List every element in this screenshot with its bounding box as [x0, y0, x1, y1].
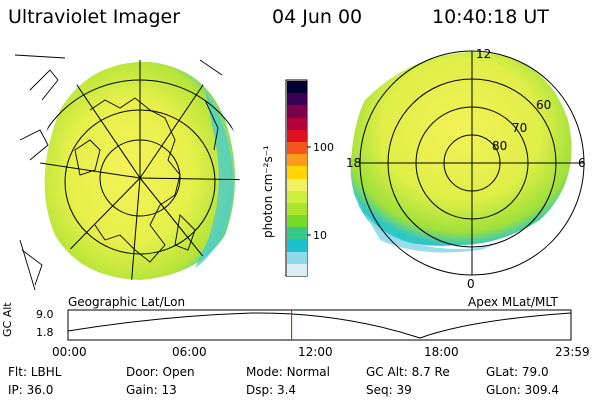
time-tick-1: 06:00: [172, 345, 207, 359]
colorbar-cell: [287, 239, 307, 252]
info-mode: Mode: Normal: [246, 365, 330, 379]
mlat-label-60: 60: [536, 98, 552, 112]
altitude-ytick-low: 1.8: [36, 326, 54, 339]
colorbar-tick-100: 100: [313, 141, 334, 154]
colorbar-cell: [287, 215, 307, 228]
altitude-ylabel: GC Alt: [1, 302, 14, 337]
colorbar-unit-label: photon cm⁻²s⁻¹: [261, 145, 275, 238]
colorbar-cell: [287, 251, 307, 264]
colorbar: [287, 81, 307, 276]
info-gc-alt: GC Alt: 8.7 Re: [366, 365, 450, 379]
mlat-label-70: 70: [512, 121, 528, 135]
colorbar-cell: [287, 117, 307, 130]
info-flt: Flt: LBHL: [8, 365, 62, 379]
time-tick-4: 23:59: [555, 345, 590, 359]
time-label: 10:40:18 UT: [432, 6, 549, 28]
time-tick-3: 18:00: [424, 345, 459, 359]
colorbar-cell: [287, 93, 307, 106]
colorbar-cell: [287, 166, 307, 179]
colorbar-tick-10: 10: [313, 229, 327, 242]
info-door: Door: Open: [126, 365, 195, 379]
colorbar-cell: [287, 105, 307, 118]
geographic-caption: Geographic Lat/Lon: [68, 295, 186, 309]
time-tick-0: 00:00: [52, 345, 87, 359]
info-gain: Gain: 13: [126, 383, 177, 397]
colorbar-cell: [287, 154, 307, 167]
info-ip: IP: 36.0: [8, 383, 54, 397]
colorbar-cell: [287, 227, 307, 240]
mlt-label-0: 0: [467, 277, 475, 291]
colorbar-cell: [287, 129, 307, 142]
mlt-label-12: 12: [476, 47, 492, 61]
altitude-ytick-high: 9.0: [36, 308, 54, 321]
info-glat: GLat: 79.0: [486, 365, 549, 379]
colorbar-cell: [287, 202, 307, 216]
date-label: 04 Jun 00: [272, 6, 363, 28]
colorbar-cell: [287, 81, 307, 94]
colorbar-cell: [287, 141, 307, 155]
apex-caption: Apex MLat/MLT: [468, 295, 558, 309]
info-glon: GLon: 309.4: [486, 383, 559, 397]
mlt-label-18: 18: [346, 156, 362, 170]
info-dsp: Dsp: 3.4: [246, 383, 297, 397]
colorbar-cell: [287, 263, 307, 276]
time-tick-2: 12:00: [298, 345, 333, 359]
mlat-label-80: 80: [492, 139, 508, 153]
mlt-label-6: 6: [578, 156, 586, 170]
colorbar-cell: [287, 178, 307, 191]
info-seq: Seq: 39: [366, 383, 412, 397]
colorbar-cell: [287, 190, 307, 203]
instrument-title: Ultraviolet Imager: [8, 6, 181, 28]
